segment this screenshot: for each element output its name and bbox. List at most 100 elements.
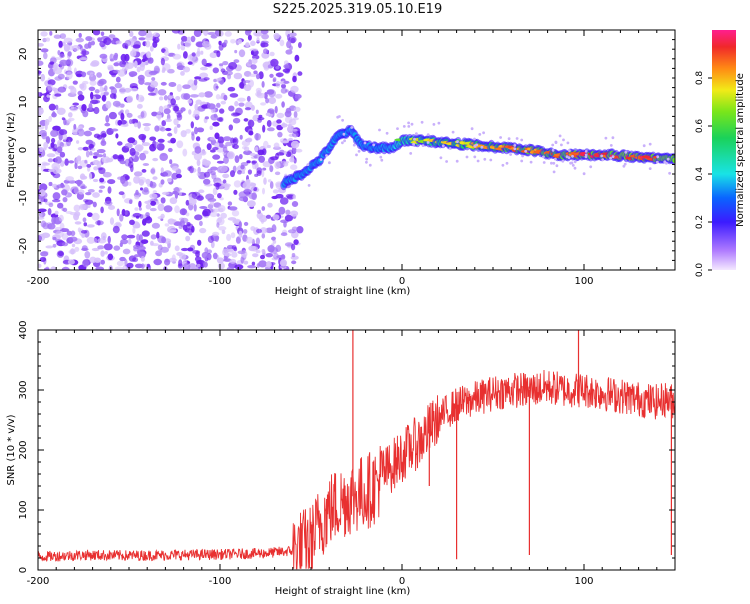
- spectral-noise-dot: [57, 50, 61, 56]
- spectral-noise-dot: [82, 259, 90, 268]
- spectral-noise-dot: [185, 235, 191, 242]
- spectral-noise-dot: [159, 96, 164, 101]
- spectral-noise-dot: [107, 253, 114, 261]
- spectral-noise-dot: [145, 216, 153, 224]
- ridge-scatter: [357, 149, 361, 153]
- spectral-noise-dot: [286, 40, 292, 49]
- spectral-noise-dot: [39, 189, 46, 197]
- spectral-noise-dot: [189, 94, 199, 98]
- ridge-scatter: [363, 141, 367, 145]
- snr-x-tick-label: -200: [27, 576, 50, 587]
- spectral-noise-dot: [141, 58, 146, 63]
- spectral-noise-dot: [202, 210, 209, 217]
- ridge-scatter: [396, 127, 399, 130]
- spectral-noise-dot: [212, 67, 219, 74]
- spectral-noise-dot: [289, 32, 297, 37]
- spectral-noise-dot: [281, 101, 285, 108]
- spectral-noise-dot: [124, 175, 130, 180]
- ridge-scatter: [515, 137, 519, 140]
- spectral-noise-dot: [200, 66, 208, 71]
- ridge-scatter: [483, 157, 487, 161]
- spectral-noise-dot: [222, 136, 232, 142]
- ridge-scatter: [566, 141, 570, 145]
- spectral-noise-dot: [264, 92, 268, 100]
- spectral-noise-dot: [185, 212, 190, 217]
- colorbar: 0.0 0.2 0.4 0.6 0.8 Normalized spectral ampli…: [695, 30, 746, 277]
- spectral-noise-dot: [260, 42, 269, 48]
- spectral-noise-dot: [73, 204, 81, 212]
- spectral-noise-dot: [203, 261, 208, 268]
- spectral-noise-dot: [72, 102, 79, 106]
- spectral-noise-dot: [110, 58, 115, 62]
- spectral-noise-dot: [247, 265, 256, 269]
- spectral-noise-dot: [127, 137, 136, 144]
- spectral-noise-dot: [137, 94, 145, 103]
- spectral-noise-dot: [290, 164, 298, 170]
- spectral-noise-dot: [260, 30, 269, 35]
- ridge-scatter: [552, 170, 556, 174]
- ridge-scatter: [478, 133, 482, 136]
- spectral-noise-dot: [234, 49, 238, 54]
- spectral-noise-dot: [212, 231, 220, 237]
- spectral-noise-dot: [111, 40, 115, 45]
- spectral-noise-dot: [228, 124, 233, 131]
- spectral-noise-dot: [46, 153, 56, 158]
- spectral-noise-dot: [139, 152, 147, 161]
- spectral-noise-dot: [144, 200, 151, 204]
- spectral-noise-dot: [260, 254, 265, 260]
- spectral-noise-dot: [92, 159, 100, 166]
- spectral-noise-dot: [271, 195, 279, 200]
- spectral-noise-dot: [99, 53, 108, 59]
- ridge-scatter: [507, 137, 511, 141]
- spectral-noise-dot: [142, 218, 147, 226]
- spectral-noise-dot: [265, 112, 271, 117]
- spectral-noise-dot: [141, 169, 147, 173]
- spectral-noise-dot: [77, 128, 85, 137]
- spectral-noise-dot: [113, 245, 121, 251]
- spectral-noise-dot: [45, 266, 50, 270]
- spectral-noise-dot: [251, 261, 256, 266]
- spectral-noise-dot: [47, 208, 52, 216]
- ridge-scatter: [573, 166, 577, 170]
- spectral-noise-dot: [56, 146, 63, 154]
- ridge-scatter: [489, 158, 493, 162]
- spectral-noise-dot: [52, 111, 56, 117]
- spectral-noise-dot: [155, 250, 163, 257]
- spectral-noise-dot: [134, 144, 144, 152]
- spectral-noise-dot: [274, 105, 278, 114]
- spectral-noise-dot: [243, 150, 253, 156]
- spectral-noise-dot: [61, 117, 65, 121]
- spectral-noise-dot: [294, 54, 300, 62]
- spectral-noise-dot: [89, 256, 97, 264]
- spectral-noise-dot: [99, 185, 106, 189]
- spectral-noise-dot: [156, 231, 160, 239]
- spectral-noise-dot: [68, 112, 73, 118]
- ridge-scatter: [573, 160, 577, 164]
- spectral-noise-dot: [107, 235, 111, 244]
- spectral-noise-dot: [174, 245, 180, 252]
- spectral-noise-dot: [112, 225, 120, 234]
- spectral-noise-dot: [65, 176, 74, 182]
- spectral-noise-dot: [226, 151, 235, 160]
- spectral-noise-dot: [193, 109, 200, 117]
- spectral-noise-dot: [246, 160, 251, 164]
- spectral-noise-dot: [207, 103, 216, 110]
- spectral-noise-dot: [194, 214, 203, 221]
- spectral-noise-dot: [51, 216, 56, 225]
- spectral-noise-dot: [116, 260, 124, 267]
- spectral-noise-dot: [285, 151, 292, 158]
- spectral-noise-dot: [219, 197, 224, 201]
- spectral-noise-dot: [152, 157, 159, 162]
- spectral-noise-dot: [237, 250, 246, 255]
- ridge-scatter: [476, 159, 480, 163]
- ridge-scatter: [501, 163, 505, 167]
- spectral-noise-dot: [180, 40, 184, 46]
- spectral-noise-dot: [251, 246, 259, 252]
- spectral-noise-dot: [247, 34, 252, 41]
- ridge-scatter: [589, 165, 593, 169]
- spectral-noise-dot: [141, 230, 150, 237]
- spectral-noise-dot: [48, 181, 53, 187]
- spectral-noise-dot: [131, 118, 139, 124]
- spectral-noise-dot: [239, 134, 243, 140]
- spectral-noise-dot: [159, 153, 168, 161]
